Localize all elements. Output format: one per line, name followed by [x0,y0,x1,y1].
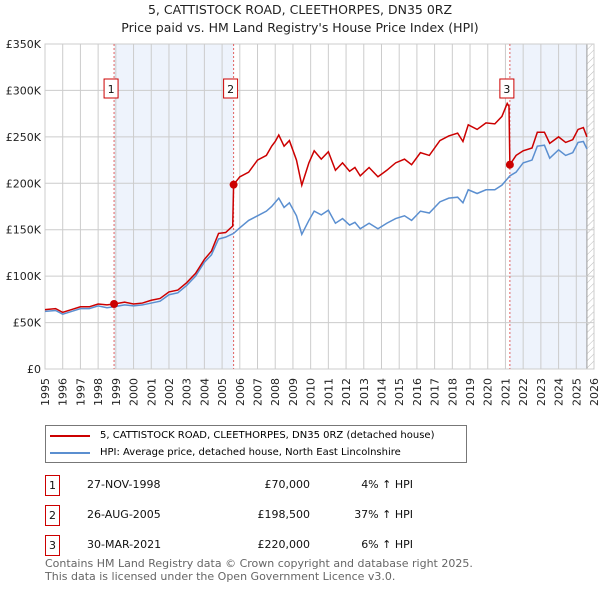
x-tick-label: 2002 [163,378,176,406]
sale-price: £198,500 [257,508,311,521]
x-tick-label: 2010 [305,378,318,406]
x-tick-label: 2025 [570,378,583,406]
sale-marker-box [499,78,515,99]
sale-date: 27-NOV-1998 [87,478,161,491]
x-tick-label: 2016 [411,378,424,406]
x-tick-label: 2014 [375,378,388,406]
sale-point [110,300,119,308]
x-tick-label: 2022 [517,378,530,406]
sale-hpi: 6% ↑ HPI [361,538,413,551]
x-tick-label: 2026 [588,378,600,406]
copyright-text: Contains HM Land Registry data © Crown c… [45,557,473,570]
x-tick-label: 2003 [181,378,194,406]
x-tick-label: 2019 [464,378,477,406]
sale-date: 26-AUG-2005 [87,508,161,521]
sale-marker-box [103,78,119,99]
x-tick-label: 2008 [269,378,282,406]
sale-price: £70,000 [264,478,311,491]
shaded-period [114,44,234,369]
x-tick-label: 2024 [553,378,566,406]
sale-marker-box [223,78,239,99]
x-tick-label: 2005 [216,378,229,406]
x-tick-label: 1996 [57,378,70,406]
forecast-hatch [586,44,594,369]
y-tick-label: £200K [6,177,42,190]
sale-marker: 1 [45,475,60,496]
x-tick-label: 2007 [252,378,265,406]
x-tick-label: 2004 [198,378,211,406]
sale-marker: 2 [45,505,60,526]
chart-title: 5, CATTISTOCK ROAD, CLEETHORPES, DN35 0R… [147,2,453,17]
x-tick-label: 2015 [393,378,406,406]
x-tick-label: 2018 [446,378,459,406]
legend: 5, CATTISTOCK ROAD, CLEETHORPES, DN35 0R… [45,425,467,463]
x-tick-label: 2023 [535,378,548,406]
y-tick-label: £300K [6,84,42,97]
x-tick-label: 2021 [499,378,512,406]
x-tick-label: 2011 [322,378,335,406]
plot-frame [44,43,595,370]
sale-row: 3 30-MAR-2021 £220,000 6% ↑ HPI [45,535,445,556]
legend-item-hpi: HPI: Average price, detached house, Nort… [50,446,401,460]
x-tick-label: 2020 [482,378,495,406]
x-tick-label: 1999 [110,378,123,406]
x-tick-label: 2006 [234,378,247,406]
sale-marker-label: 1 [108,83,115,96]
shaded-period [509,44,587,369]
y-tick-label: £0 [27,363,41,376]
x-tick-label: 1995 [39,378,52,406]
sale-hpi: 37% ↑ HPI [354,508,413,521]
sale-date: 30-MAR-2021 [87,538,162,551]
sale-row: 2 26-AUG-2005 £198,500 37% ↑ HPI [45,505,445,526]
sale-hpi: 4% ↑ HPI [361,478,413,491]
sale-marker-label: 3 [503,83,510,96]
y-tick-label: £350K [6,38,42,51]
footer: Contains HM Land Registry data © Crown c… [45,557,473,583]
x-tick-label: 2001 [145,378,158,406]
x-tick-label: 1998 [92,378,105,406]
y-tick-label: £250K [6,131,42,144]
x-tick-label: 1997 [74,378,87,406]
series-line [44,140,588,316]
x-tick-label: 2009 [287,378,300,406]
sale-marker-label: 2 [227,83,234,96]
sale-point [505,160,514,169]
sale-marker: 3 [45,535,60,556]
price-chart: 1995 1996 1997 1998 1999 2000 2001 2002 2003 2004… [6,38,600,406]
licence-text: This data is licensed under the Open Gov… [45,569,396,583]
y-tick-label: £150K [6,224,42,237]
x-tick-label: 2017 [429,378,442,406]
chart-subtitle: Price paid vs. HM Land Registry's House … [121,20,479,35]
sale-point [229,180,238,189]
sale-price: £220,000 [257,538,311,551]
legend-label: 5, CATTISTOCK ROAD, CLEETHORPES, DN35 0R… [100,430,435,441]
series-line [44,101,588,314]
x-tick-label: 2000 [128,378,141,406]
y-tick-label: £100K [6,270,42,283]
legend-swatch-red [50,435,90,437]
y-tick-label: £50K [13,317,42,330]
x-tick-label: 2013 [358,378,371,406]
legend-item-property: 5, CATTISTOCK ROAD, CLEETHORPES, DN35 0R… [50,429,434,443]
legend-swatch-blue [50,452,90,454]
x-tick-label: 2012 [340,378,353,406]
sale-row: 1 27-NOV-1998 £70,000 4% ↑ HPI [45,475,445,496]
legend-label: HPI: Average price, detached house, Nort… [100,447,401,458]
